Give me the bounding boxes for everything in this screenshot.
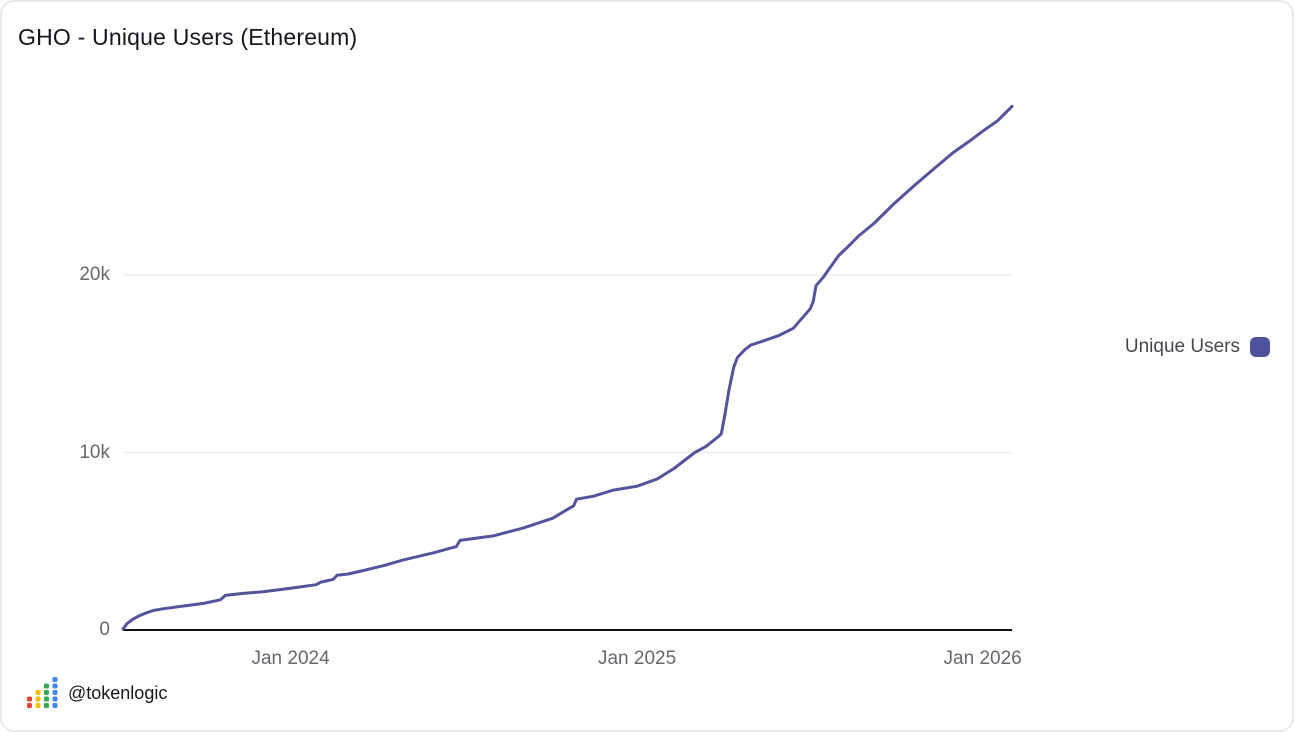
- y-tick-label-20k: 20k: [79, 264, 110, 285]
- y-tick-label-0: 0: [99, 619, 110, 640]
- footer-branding: @tokenlogic: [26, 676, 167, 710]
- y-tick-label-10k: 10k: [79, 441, 110, 463]
- x-tick-label-jan-2025: Jan 2025: [597, 648, 677, 669]
- chart-title: GHO - Unique Users (Ethereum): [18, 24, 358, 50]
- x-tick-label-jan-2026: Jan 2026: [943, 648, 1022, 669]
- unique-users-line: [121, 104, 1014, 631]
- legend-item-unique-users[interactable]: Unique Users: [1125, 336, 1270, 358]
- legend-label[interactable]: Unique Users: [1124, 336, 1240, 357]
- mini-bar-chart-dots-icon: [27, 677, 58, 708]
- footer-handle: @tokenlogic: [68, 682, 168, 703]
- x-tick-label-jan-2024: Jan 2024: [251, 648, 330, 669]
- legend-swatch[interactable]: [1250, 337, 1270, 357]
